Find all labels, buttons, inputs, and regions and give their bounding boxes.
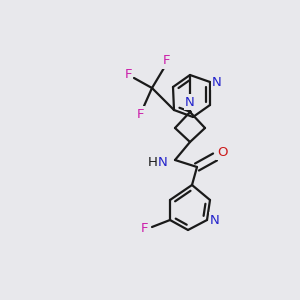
Text: N: N	[158, 155, 168, 169]
Text: F: F	[140, 223, 148, 236]
Text: N: N	[212, 76, 222, 88]
Text: N: N	[185, 95, 195, 109]
Text: O: O	[218, 146, 228, 158]
Text: N: N	[210, 214, 220, 226]
Text: F: F	[136, 107, 144, 121]
Text: H: H	[148, 155, 158, 169]
Text: F: F	[124, 68, 132, 80]
Text: F: F	[162, 55, 170, 68]
